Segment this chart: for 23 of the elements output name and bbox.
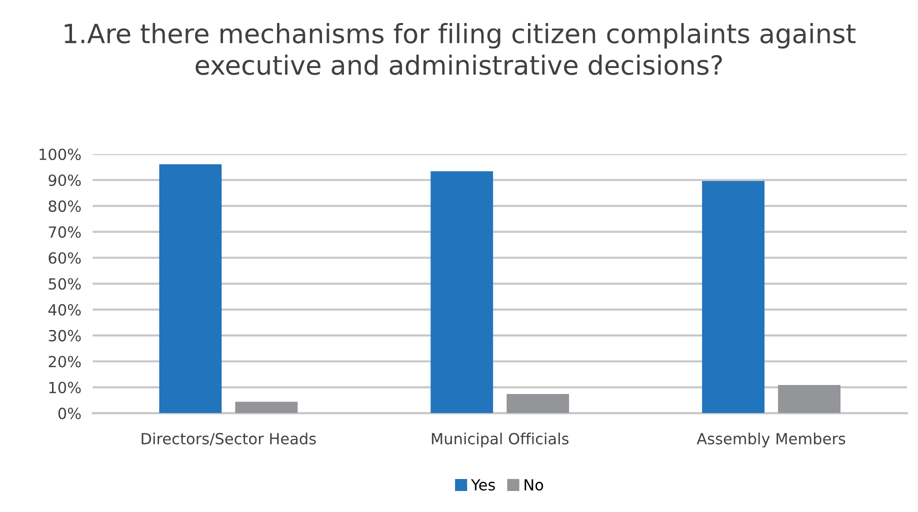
y-tick-label: 10% — [49, 382, 81, 394]
bar — [235, 402, 298, 414]
legend-label: Yes — [470, 479, 495, 491]
y-tick-label: 70% — [48, 226, 81, 238]
bar — [506, 394, 570, 414]
bar — [430, 171, 494, 414]
y-tick-label: 60% — [48, 252, 81, 264]
y-tick-label: 30% — [48, 330, 81, 342]
y-tick-label: 20% — [48, 356, 81, 368]
x-tick-label: Municipal Officials — [432, 432, 569, 448]
bar — [702, 181, 764, 414]
x-tick-label: Directors/Sector Heads — [142, 432, 316, 446]
y-tick-label: 40% — [48, 304, 81, 316]
x-tick-label: Assembly Members — [696, 432, 846, 448]
bar — [778, 384, 840, 414]
y-tick-label: 100% — [40, 148, 81, 160]
y-tick-label: 90% — [48, 174, 81, 186]
bar — [159, 164, 222, 414]
legend-label: No — [524, 479, 544, 491]
y-tick-label: 50% — [48, 278, 81, 290]
chart-title: 1.Are there mechanisms for filing citizen complaints against executive and administrative decisions? — [64, 23, 856, 76]
y-tick-label: 80% — [48, 200, 81, 212]
y-tick-label: 0% — [58, 408, 81, 420]
